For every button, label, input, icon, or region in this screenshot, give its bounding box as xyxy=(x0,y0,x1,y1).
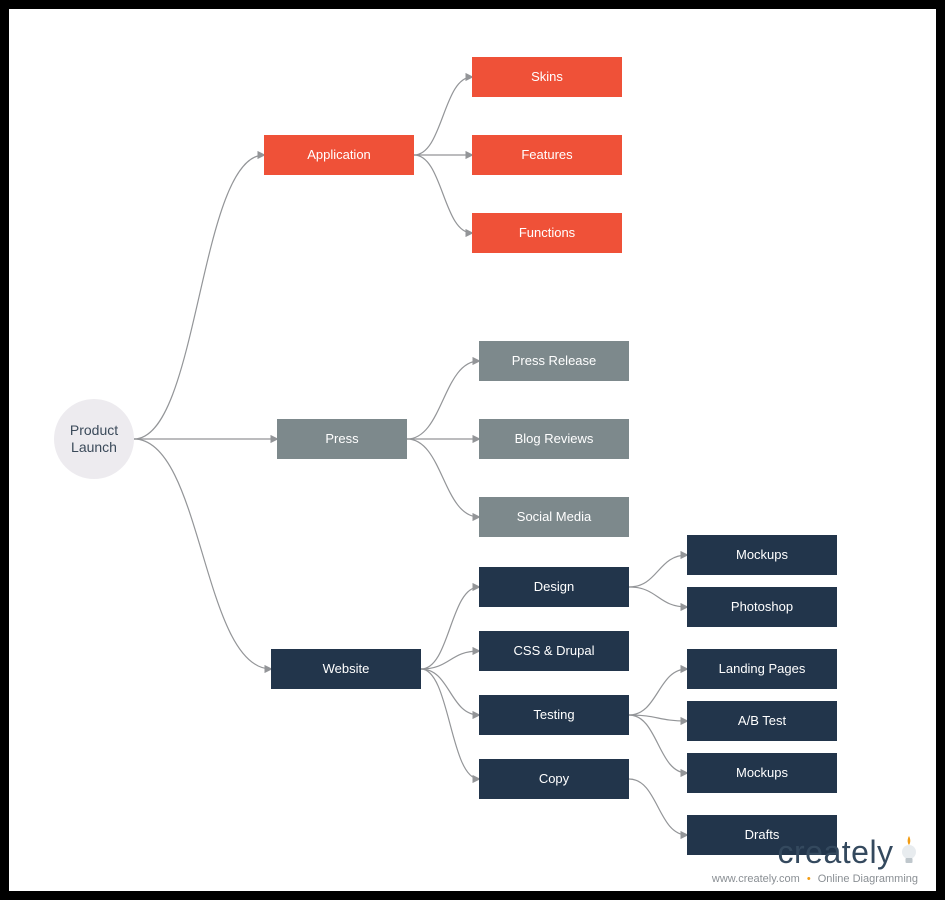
edge-testing-abtest xyxy=(629,715,687,721)
node-label: Skins xyxy=(531,69,563,85)
edge-application-skins xyxy=(414,77,472,155)
edge-root-application xyxy=(134,155,264,439)
node-label: Functions xyxy=(519,225,575,241)
brand-name: creately xyxy=(778,834,894,870)
brand-row: creately xyxy=(712,836,918,871)
footer-tagline-text: Online Diagramming xyxy=(818,873,918,885)
node-label: Press Release xyxy=(512,353,597,369)
node-design: Design xyxy=(479,567,629,607)
node-cssdrupal: CSS & Drupal xyxy=(479,631,629,671)
footer-tagline: www.creately.com • Online Diagramming xyxy=(712,873,918,885)
node-photoshop: Photoshop xyxy=(687,587,837,627)
edge-website-cssdrupal xyxy=(421,651,479,669)
edge-website-copy xyxy=(421,669,479,779)
node-label: Application xyxy=(307,147,371,163)
node-label: Social Media xyxy=(517,509,591,525)
edge-press-pressrelease xyxy=(407,361,479,439)
node-functions: Functions xyxy=(472,213,622,253)
node-label: A/B Test xyxy=(738,713,786,729)
node-label: Landing Pages xyxy=(719,661,806,677)
edge-website-testing xyxy=(421,669,479,715)
node-features: Features xyxy=(472,135,622,175)
diagram-frame: Product Launch Application Skins Features Fu… xyxy=(0,0,945,900)
node-mockups2: Mockups xyxy=(687,753,837,793)
node-label: CSS & Drupal xyxy=(514,643,595,659)
node-website: Website xyxy=(271,649,421,689)
node-application: Application xyxy=(264,135,414,175)
footer-url: www.creately.com xyxy=(712,873,800,885)
node-label: Design xyxy=(534,579,574,595)
edge-press-socialmedia xyxy=(407,439,479,517)
node-label: Photoshop xyxy=(731,599,793,615)
node-landingpages: Landing Pages xyxy=(687,649,837,689)
node-label: Testing xyxy=(533,707,574,723)
node-label: Mockups xyxy=(736,765,788,781)
node-mockups: Mockups xyxy=(687,535,837,575)
edge-website-design xyxy=(421,587,479,669)
edge-design-photoshop xyxy=(629,587,687,607)
node-label: Website xyxy=(323,661,370,677)
node-label: Features xyxy=(521,147,572,163)
node-label: Blog Reviews xyxy=(515,431,594,447)
footer-separator-icon: • xyxy=(807,873,811,885)
node-label: Press xyxy=(325,431,358,447)
node-root: Product Launch xyxy=(54,399,134,479)
node-label: Copy xyxy=(539,771,569,787)
node-blogreviews: Blog Reviews xyxy=(479,419,629,459)
node-label: Mockups xyxy=(736,547,788,563)
diagram-canvas: Product Launch Application Skins Features Fu… xyxy=(9,9,936,891)
node-abtest: A/B Test xyxy=(687,701,837,741)
lightbulb-icon xyxy=(900,836,918,871)
edge-design-mockups xyxy=(629,555,687,587)
edge-testing-landingpages xyxy=(629,669,687,715)
node-copy: Copy xyxy=(479,759,629,799)
node-socialmedia: Social Media xyxy=(479,497,629,537)
node-pressrelease: Press Release xyxy=(479,341,629,381)
node-skins: Skins xyxy=(472,57,622,97)
node-press: Press xyxy=(277,419,407,459)
node-label: Product Launch xyxy=(70,422,118,457)
edge-root-website xyxy=(134,439,271,669)
footer: creately www.creately.com • Online Diagr… xyxy=(712,836,918,885)
edge-testing-mockups2 xyxy=(629,715,687,773)
node-testing: Testing xyxy=(479,695,629,735)
edge-application-functions xyxy=(414,155,472,233)
edge-copy-drafts xyxy=(629,779,687,835)
